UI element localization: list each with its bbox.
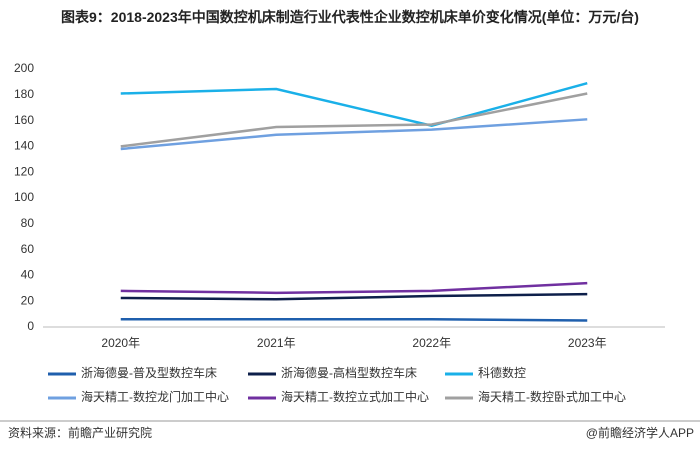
- series-line: [120, 281, 588, 295]
- y-tick-label: 140: [14, 139, 34, 153]
- series-line: [120, 118, 588, 151]
- legend-label: 浙海德曼-普及型数控车床: [81, 365, 217, 380]
- x-tick-label: 2022年: [412, 336, 451, 350]
- series-line: [120, 92, 588, 148]
- y-tick-label: 0: [27, 319, 34, 333]
- legend-label: 海天精工-数控卧式加工中心: [478, 389, 626, 404]
- series-line: [120, 81, 588, 128]
- y-tick-label: 120: [14, 164, 34, 178]
- legend-label: 海天精工-数控龙门加工中心: [81, 389, 229, 404]
- y-tick-label: 180: [14, 87, 34, 101]
- y-tick-label: 80: [21, 216, 35, 230]
- y-tick-label: 40: [21, 268, 35, 282]
- y-tick-label: 200: [14, 61, 34, 75]
- x-tick-label: 2023年: [568, 336, 607, 350]
- x-tick-label: 2020年: [101, 336, 140, 350]
- legend-label: 浙海德曼-高档型数控车床: [281, 365, 417, 380]
- y-tick-label: 160: [14, 113, 34, 127]
- y-tick-label: 60: [21, 242, 35, 256]
- x-tick-label: 2021年: [257, 336, 296, 350]
- y-tick-label: 100: [14, 190, 34, 204]
- y-tick-label: 20: [21, 293, 35, 307]
- legend-label: 科德数控: [478, 365, 526, 380]
- series-line: [120, 292, 588, 301]
- legend-label: 海天精工-数控立式加工中心: [281, 389, 429, 404]
- credit: @前瞻经济学人APP: [586, 425, 694, 440]
- series-line: [120, 318, 588, 322]
- chart-title: 图表9：2018-2023年中国数控机床制造行业代表性企业数控机床单价变化情况(…: [61, 9, 639, 25]
- source: 资料来源：前瞻产业研究院: [8, 425, 152, 440]
